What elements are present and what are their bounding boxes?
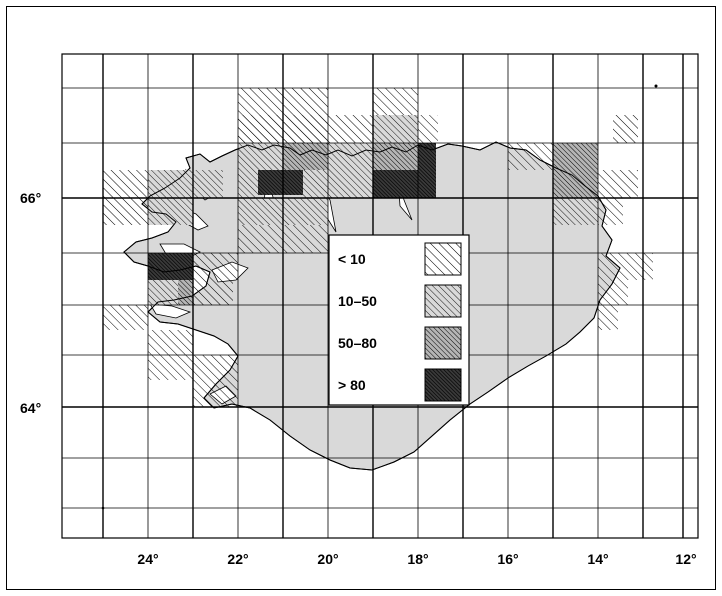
survey-cell — [418, 143, 436, 170]
survey-cell — [373, 115, 418, 143]
survey-cell — [103, 305, 148, 330]
survey-cell — [193, 170, 223, 198]
survey-cell — [238, 143, 283, 170]
legend-swatch — [424, 326, 462, 360]
survey-cell — [553, 170, 598, 198]
survey-cell — [238, 170, 258, 198]
longitude-labels: 24° 22° 20° 18° 16° 14° 12° — [137, 551, 696, 567]
survey-cell — [238, 225, 283, 253]
longitude-tick-label: 24° — [137, 551, 158, 567]
legend-label: 10–50 — [338, 293, 377, 309]
longitude-tick-label: 14° — [587, 551, 608, 567]
survey-cell — [418, 170, 436, 198]
latitude-tick-label: 66° — [20, 190, 41, 206]
survey-cell — [303, 170, 328, 198]
survey-cell — [283, 225, 328, 253]
survey-cell — [598, 305, 618, 330]
survey-cell — [193, 253, 238, 280]
survey-cell — [148, 280, 178, 305]
survey-cell — [238, 198, 283, 225]
legend-swatch — [424, 284, 462, 318]
legend: < 10 10–50 50–80 > 80 — [328, 234, 470, 406]
survey-cell — [613, 115, 638, 143]
survey-cell — [598, 280, 628, 305]
latitude-tick-label: 64° — [20, 400, 41, 416]
longitude-tick-label: 20° — [317, 551, 338, 567]
survey-cell — [148, 355, 193, 380]
survey-cell — [193, 280, 233, 305]
survey-cell — [508, 143, 553, 170]
survey-cell — [283, 115, 328, 143]
legend-swatch — [424, 368, 462, 402]
marker-dot — [654, 84, 658, 88]
survey-cell — [598, 170, 638, 198]
legend-label: > 80 — [338, 377, 366, 393]
survey-cell — [418, 115, 438, 143]
survey-cell — [328, 143, 373, 170]
survey-cell — [283, 198, 328, 225]
survey-cell — [283, 143, 328, 170]
survey-cell — [328, 115, 373, 143]
longitude-tick-label: 22° — [227, 551, 248, 567]
longitude-tick-label: 18° — [407, 551, 428, 567]
legend-label: 50–80 — [338, 335, 377, 351]
legend-swatch — [424, 242, 462, 276]
survey-cell — [553, 198, 598, 225]
survey-cell — [178, 280, 193, 305]
survey-cell — [373, 170, 418, 198]
lat-lon-grid — [62, 54, 698, 538]
survey-cell — [148, 198, 193, 225]
survey-cell — [148, 330, 193, 355]
survey-cell — [193, 355, 238, 380]
survey-cell — [103, 170, 148, 198]
legend-label: < 10 — [338, 251, 366, 267]
survey-cell — [103, 198, 148, 225]
survey-cell — [328, 170, 373, 198]
marker-dot — [101, 506, 105, 510]
survey-cell — [238, 115, 283, 143]
survey-cells — [103, 88, 653, 407]
fjord — [149, 303, 192, 319]
longitude-tick-label: 16° — [497, 551, 518, 567]
latitude-labels: 66° 64° — [20, 190, 41, 416]
survey-cell — [553, 143, 598, 170]
survey-cell — [598, 253, 653, 280]
survey-cell — [373, 143, 418, 170]
survey-cell — [148, 253, 193, 280]
survey-cell — [258, 170, 303, 195]
longitude-tick-label: 12° — [675, 551, 696, 567]
